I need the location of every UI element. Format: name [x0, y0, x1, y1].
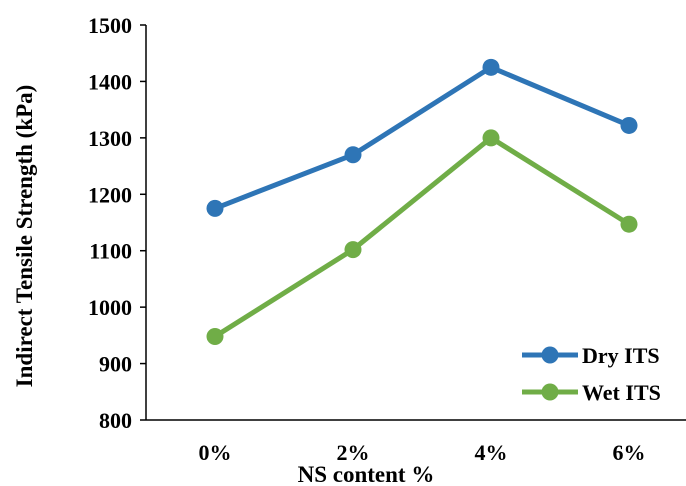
y-tick-label: 1000 [88, 295, 132, 320]
data-point [482, 129, 500, 147]
data-point [206, 199, 224, 217]
legend-label: Wet ITS [582, 380, 661, 405]
data-point [620, 215, 638, 233]
x-tick-label: 2% [337, 440, 370, 465]
data-point [620, 116, 638, 134]
series-1 [206, 58, 638, 217]
series-layer [206, 58, 638, 345]
y-tick-label: 1500 [88, 13, 132, 38]
y-tick-label: 1100 [89, 239, 132, 264]
y-tick-label: 1300 [88, 126, 132, 151]
legend-marker [541, 346, 559, 364]
series-2 [206, 129, 638, 345]
y-tick-label: 900 [99, 352, 132, 377]
y-axis-title: Indirect Tensile Strength (kPa) [12, 85, 37, 388]
x-tick-label: 6% [613, 440, 646, 465]
series-line [212, 135, 632, 339]
data-point [206, 327, 224, 345]
data-point [344, 241, 362, 259]
x-tick-label: 4% [475, 440, 508, 465]
x-axis-ticks: 0% 2% 4% 6% [199, 440, 646, 465]
legend-item: Wet ITS [522, 380, 661, 405]
series-line [212, 64, 632, 211]
y-tick-label: 1200 [88, 182, 132, 207]
legend-label: Dry ITS [582, 343, 660, 368]
data-point [344, 146, 362, 164]
x-tick-label: 0% [199, 440, 232, 465]
y-tick-label: 1400 [88, 69, 132, 94]
x-axis-title: NS content % [298, 462, 435, 486]
y-tick-label: 800 [99, 408, 132, 433]
legend: Dry ITS Wet ITS [522, 343, 661, 405]
legend-item: Dry ITS [522, 343, 660, 368]
legend-marker [541, 383, 559, 401]
data-point [482, 58, 500, 76]
y-axis-ticks: 800 900 1000 1100 1200 1300 1400 1500 [88, 13, 146, 433]
